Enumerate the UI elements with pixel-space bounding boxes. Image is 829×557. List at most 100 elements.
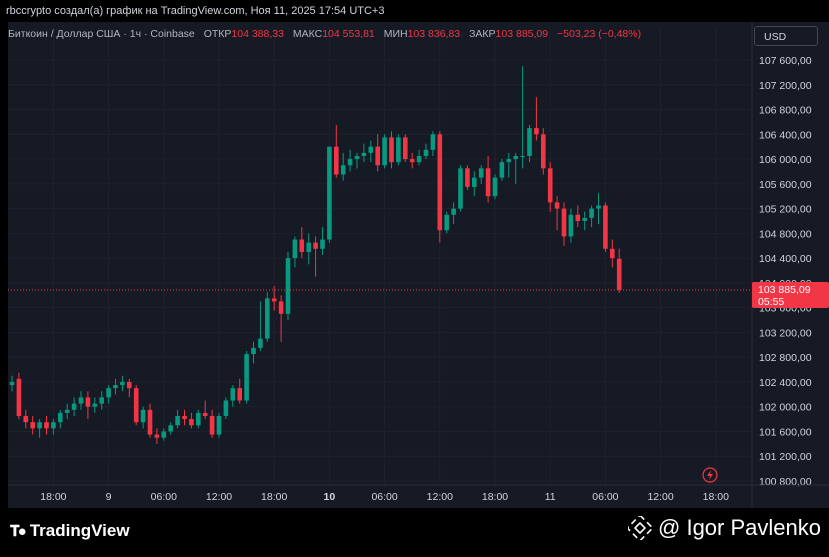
candle-body[interactable] [223,400,229,416]
candle-body[interactable] [133,388,139,423]
candle-body[interactable] [416,155,422,163]
candle-body[interactable] [9,381,15,386]
candle-body[interactable] [458,168,463,209]
candle-body[interactable] [23,415,29,423]
candle-body[interactable] [16,378,22,416]
x-tick-label: 18:00 [261,491,287,503]
candle-body[interactable] [120,381,125,386]
candle-body[interactable] [182,415,187,420]
tradingview-logo[interactable]: 𝐓● TradingView [10,521,130,541]
candle-body[interactable] [30,422,35,429]
candle-body[interactable] [230,388,236,401]
candle-body[interactable] [396,137,401,163]
candle-body[interactable] [154,434,160,438]
currency-button[interactable]: USD [754,26,818,46]
candle-body[interactable] [554,202,560,209]
candle-body[interactable] [58,412,63,423]
candle-body[interactable] [189,419,194,426]
candle-body[interactable] [382,137,387,166]
chart-panel [8,22,829,508]
candle-body[interactable] [99,397,104,404]
candle-body[interactable] [368,146,374,153]
candle-body[interactable] [209,415,215,435]
candle-body[interactable] [292,239,298,259]
candle-body[interactable] [85,397,91,407]
candle-body[interactable] [37,422,42,429]
candle-body[interactable] [340,165,346,175]
candle-body[interactable] [113,385,118,389]
candle-body[interactable] [534,128,539,135]
candle-body[interactable] [499,162,505,178]
candle-body[interactable] [51,422,56,429]
candle-body[interactable] [244,354,249,401]
candle-body[interactable] [478,168,484,178]
candle-body[interactable] [251,347,256,355]
author-name: @ Igor Pavlenko [658,515,821,540]
close-label: ЗАКР [469,28,496,40]
candle-body[interactable] [520,155,525,157]
candle-body[interactable] [92,403,98,407]
candle-body[interactable] [547,168,553,203]
candle-body[interactable] [541,134,546,169]
candle-body[interactable] [271,298,277,302]
candle-body[interactable] [561,208,567,237]
candle-body[interactable] [320,239,325,249]
candle-body[interactable] [299,239,305,252]
candle-body[interactable] [44,422,49,429]
candle-body[interactable] [354,155,360,160]
candle-body[interactable] [603,205,608,249]
candle-body[interactable] [589,208,594,218]
candle-body[interactable] [334,146,339,175]
candle-body[interactable] [78,397,84,404]
candle-body[interactable] [140,409,146,423]
candlestick-chart[interactable]: 100 800,00 101 200,00 101 600,00 102 000,00… [0,0,829,508]
candle-body[interactable] [492,177,498,197]
candle-body[interactable] [64,409,70,413]
symbol-legend: Биткоин / Доллар США · 1ч · Coinbase ОТК… [8,28,641,40]
candle-body[interactable] [285,258,291,314]
candle-body[interactable] [485,168,491,197]
candle-body[interactable] [430,134,436,150]
candle-body[interactable] [168,425,173,432]
candle-body[interactable] [216,415,222,435]
candle-body[interactable] [506,159,512,163]
candle-body[interactable] [389,137,394,163]
candle-body[interactable] [161,431,167,438]
candle-body[interactable] [147,409,153,435]
candle-body[interactable] [403,137,408,160]
symbol-name[interactable]: Биткоин / Доллар США · 1ч · Coinbase [8,28,195,40]
candle-body[interactable] [313,242,318,249]
candle-body[interactable] [71,403,77,410]
candle-body[interactable] [361,152,367,156]
candle-body[interactable] [437,134,443,231]
candle-body[interactable] [465,168,470,187]
candle-body[interactable] [472,177,477,187]
candle-body[interactable] [527,128,532,156]
candle-body[interactable] [202,412,208,416]
candle-body[interactable] [582,217,587,221]
candle-body[interactable] [610,248,615,259]
y-tick-label: 105 200,00 [759,204,812,216]
candle-body[interactable] [347,159,353,166]
candle-body[interactable] [175,415,180,426]
candle-body[interactable] [278,301,284,314]
candle-body[interactable] [596,205,601,209]
candle-body[interactable] [258,338,263,348]
candle-body[interactable] [575,214,581,221]
candle-body[interactable] [568,214,574,237]
candle-body[interactable] [451,208,456,215]
candle-body[interactable] [106,388,111,398]
candle-body[interactable] [423,149,429,156]
alert-icon[interactable] [702,467,718,483]
candle-body[interactable] [237,388,242,401]
candle-body[interactable] [196,412,201,426]
candle-body[interactable] [127,381,132,389]
candle-body[interactable] [444,214,449,231]
candle-body[interactable] [375,146,380,166]
candle-body[interactable] [306,242,311,252]
candle-body[interactable] [409,159,415,163]
candle-body[interactable] [265,298,270,339]
candle-body[interactable] [616,258,622,290]
candle-body[interactable] [327,146,332,240]
candle-body[interactable] [513,155,518,160]
